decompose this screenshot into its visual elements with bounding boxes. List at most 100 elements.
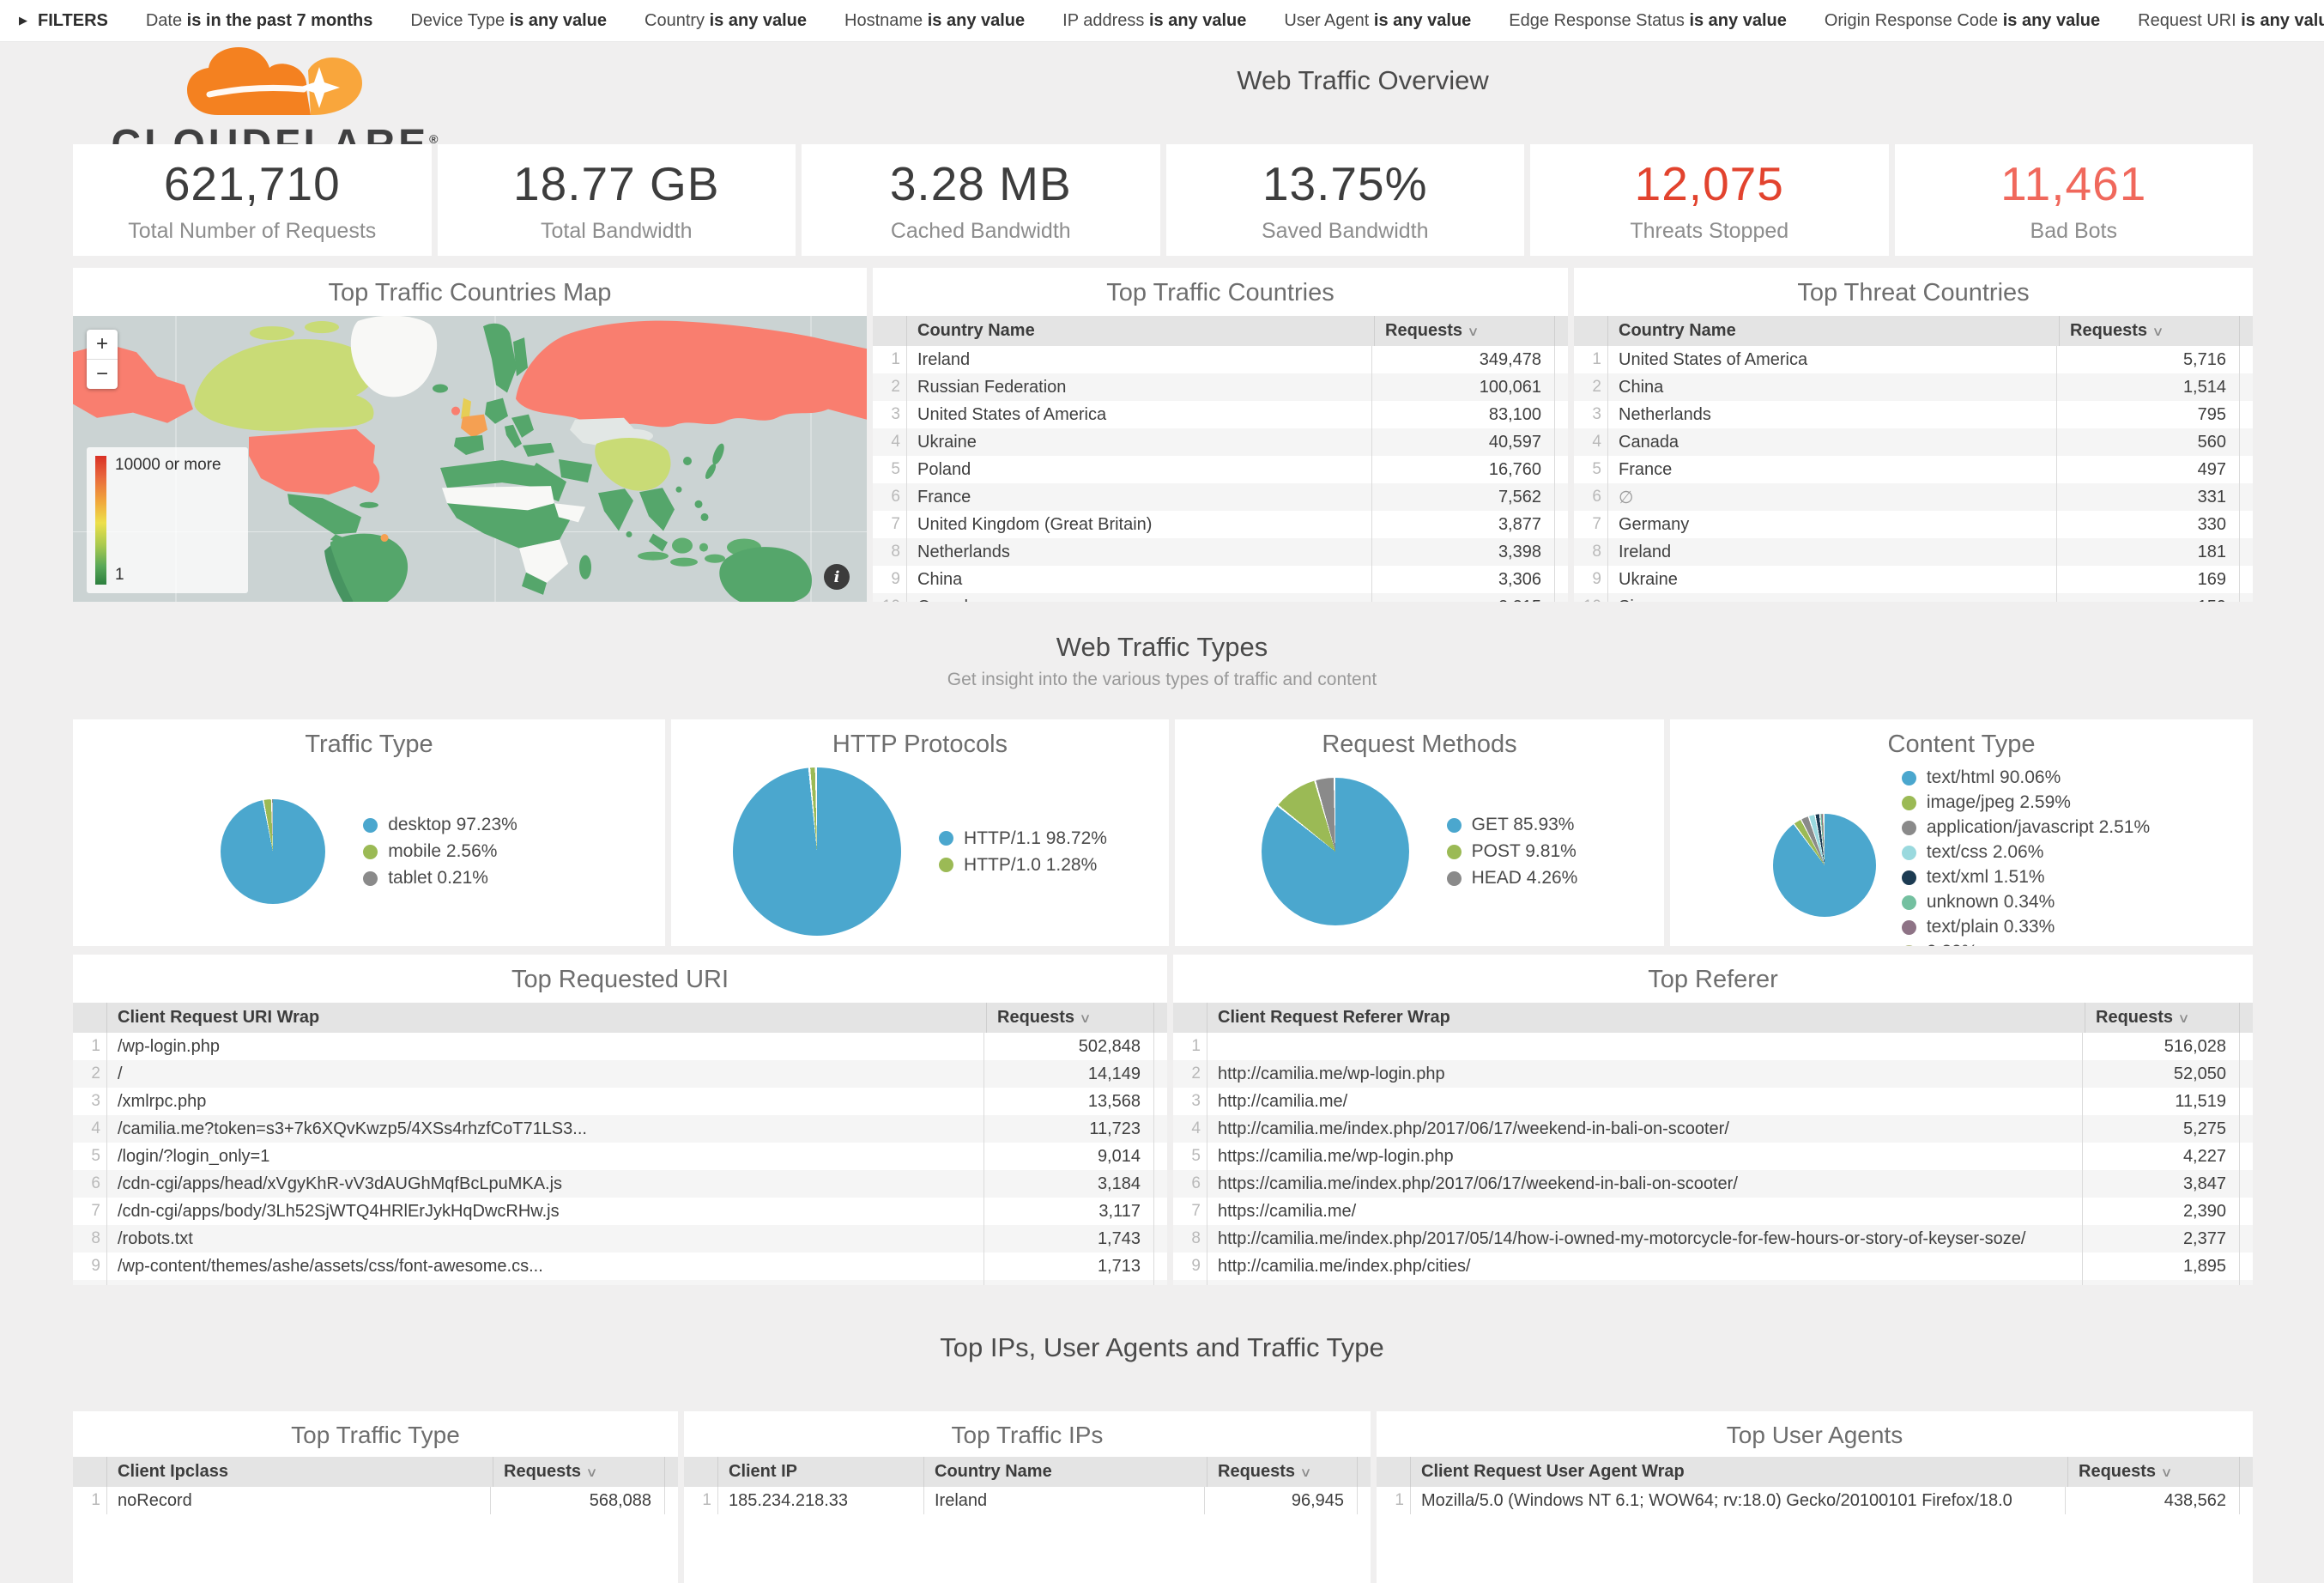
filter-item[interactable]: Device Type is any value xyxy=(410,10,608,30)
table-cell[interactable]: China xyxy=(917,569,963,589)
legend-item[interactable]: mobile 2.56% xyxy=(363,841,517,862)
table-cell[interactable]: /wp-login.php xyxy=(118,1036,220,1056)
table-cell[interactable]: http://camilia.me/ xyxy=(1218,1091,1348,1111)
table-cell[interactable]: 2,390 xyxy=(2082,1198,2239,1225)
map-zoom-in-button[interactable]: + xyxy=(87,330,118,360)
table-cell[interactable]: /robots.txt xyxy=(118,1228,193,1248)
table-cell[interactable]: 185.234.218.33 xyxy=(729,1490,849,1510)
table-cell[interactable]: /camilia.me?token=s3+7k6XQvKwzp5/4XSs4rh… xyxy=(118,1119,587,1138)
table-cell[interactable]: 4,227 xyxy=(2082,1143,2239,1170)
table-cell[interactable]: United States of America xyxy=(917,404,1107,424)
table-cell[interactable]: United States of America xyxy=(1619,349,1808,369)
table-row[interactable]: 5/login/?login_only=1 9,014 xyxy=(73,1143,1167,1170)
table-cell[interactable]: Netherlands xyxy=(1619,404,1711,424)
table-cell[interactable]: 568,088 xyxy=(490,1487,664,1514)
column-header[interactable]: Client Ipclass xyxy=(118,1462,228,1481)
table-cell[interactable]: 2,215 xyxy=(1371,593,1554,602)
column-header[interactable]: Client Request URI Wrap xyxy=(118,1008,320,1027)
column-header[interactable]: Country Name xyxy=(917,321,1035,340)
table-cell[interactable]: 40,597 xyxy=(1371,428,1554,456)
table-cell[interactable]: ∅ xyxy=(1619,488,1634,507)
table-row[interactable]: 1 Mozilla/5.0 (Windows NT 6.1; WOW64; rv:… xyxy=(1377,1487,2253,1514)
table-cell[interactable]: Ireland xyxy=(923,1487,1204,1514)
legend-item[interactable]: HTTP/1.0 1.28% xyxy=(939,855,1107,876)
table-row[interactable]: 9 Ukraine 169 xyxy=(1574,566,2253,593)
table-cell[interactable]: https://camilia.me/ xyxy=(1218,1201,1357,1221)
legend-item[interactable]: 0.20% xyxy=(1901,942,2150,946)
legend-item[interactable]: unknown 0.34% xyxy=(1901,892,2150,913)
table-cell[interactable]: United Kingdom (Great Britain) xyxy=(917,514,1153,534)
table-cell[interactable]: 349,478 xyxy=(1371,346,1554,373)
filter-item[interactable]: User Agent is any value xyxy=(1284,10,1472,30)
legend-item[interactable]: desktop 97.23% xyxy=(363,815,517,835)
legend-item[interactable]: text/xml 1.51% xyxy=(1901,867,2150,888)
request-methods-pie-chart[interactable] xyxy=(1261,778,1409,925)
table-cell[interactable]: 11,519 xyxy=(2082,1088,2239,1115)
table-row[interactable]: 2 Russian Federation 100,061 xyxy=(873,373,1568,401)
table-cell[interactable]: / xyxy=(118,1064,123,1083)
table-row[interactable]: 8 Netherlands 3,398 xyxy=(873,538,1568,566)
table-cell[interactable]: 1,514 xyxy=(2056,373,2239,401)
table-row[interactable]: 10Singapore159 xyxy=(1574,593,2253,602)
table-cell[interactable]: /cdn-cgi/apps/head/xVgyKhR-vV3dAUGhMqfBc… xyxy=(118,1174,563,1193)
table-row[interactable]: 3 Netherlands 795 xyxy=(1574,401,2253,428)
filter-item[interactable]: Hostname is any value xyxy=(844,10,1026,30)
table-cell[interactable]: 560 xyxy=(2056,428,2239,456)
column-header[interactable]: Client Request Referer Wrap xyxy=(1218,1008,1450,1027)
table-cell[interactable]: 516,028 xyxy=(2082,1033,2239,1060)
table-cell[interactable]: /login/?login_only=1 xyxy=(118,1146,270,1166)
table-cell[interactable]: Germany xyxy=(1619,514,1690,534)
column-header[interactable]: Requests ∨ xyxy=(1374,316,1554,346)
table-row[interactable]: 2 http://camilia.me/wp-login.php 52,050 xyxy=(1173,1060,2253,1088)
table-row[interactable]: 6 ∅ 331 xyxy=(1574,483,2253,511)
table-cell[interactable]: http://camilia.me/index.php/cities/ xyxy=(1218,1256,1471,1276)
table-cell[interactable]: 1,472 xyxy=(2082,1280,2239,1285)
table-cell[interactable]: http://camilia.me/index.php/2017/06/17/w… xyxy=(1218,1119,1729,1138)
table-cell[interactable]: 795 xyxy=(2056,401,2239,428)
table-row[interactable]: 6 France 7,562 xyxy=(873,483,1568,511)
table-cell[interactable]: 331 xyxy=(2056,483,2239,511)
table-cell[interactable]: 11,723 xyxy=(983,1115,1153,1143)
table-cell[interactable]: China xyxy=(1619,377,1664,397)
table-row[interactable]: 7 Germany 330 xyxy=(1574,511,2253,538)
legend-item[interactable]: GET 85.93% xyxy=(1446,815,1578,835)
table-cell[interactable]: /wp-content/themes/ashe/... xyxy=(107,1280,983,1286)
table-row[interactable]: 4 http://camilia.me/index.php/2017/06/17/… xyxy=(1173,1115,2253,1143)
table-cell[interactable]: http://camilia.me/wp-login.php xyxy=(1218,1064,1445,1083)
table-cell[interactable]: 83,100 xyxy=(1371,401,1554,428)
column-header[interactable]: Requests ∨ xyxy=(2067,1457,2239,1487)
table-row[interactable]: 7/cdn-cgi/apps/body/3Lh52SjWTQ4HRlErJykH… xyxy=(73,1198,1167,1225)
column-header[interactable]: Client IP xyxy=(729,1462,798,1481)
table-cell[interactable]: 1,895 xyxy=(2082,1252,2239,1280)
table-cell[interactable]: http://camilia.me/index.php/2017/05/14/h… xyxy=(1218,1228,2026,1248)
table-cell[interactable]: Netherlands xyxy=(917,542,1010,561)
table-row[interactable]: 8 Ireland 181 xyxy=(1574,538,2253,566)
http-protocols-pie-chart[interactable] xyxy=(733,767,902,936)
legend-item[interactable]: application/javascript 2.51% xyxy=(1901,817,2150,838)
column-header[interactable]: Country Name xyxy=(923,1457,1207,1487)
table-cell[interactable]: Russian Federation xyxy=(917,377,1067,397)
table-cell[interactable]: 7,562 xyxy=(1371,483,1554,511)
table-row[interactable]: 4 Canada 560 xyxy=(1574,428,2253,456)
table-cell[interactable]: France xyxy=(1619,459,1673,479)
table-cell[interactable]: 3,117 xyxy=(983,1198,1153,1225)
table-row[interactable]: 8 http://camilia.me/index.php/2017/05/14/… xyxy=(1173,1225,2253,1252)
table-cell[interactable]: /xmlrpc.php xyxy=(118,1091,207,1111)
table-cell[interactable]: https://camilia.me/wp-login.php xyxy=(1218,1146,1454,1166)
table-row[interactable]: 4/camilia.me?token=s3+7k6XQvKwzp5/4XSs4r… xyxy=(73,1115,1167,1143)
legend-item[interactable]: text/css 2.06% xyxy=(1901,842,2150,863)
table-cell[interactable]: noRecord xyxy=(118,1490,192,1510)
table-cell[interactable]: 2,377 xyxy=(2082,1225,2239,1252)
table-cell[interactable]: Ukraine xyxy=(917,432,977,452)
table-cell[interactable]: 16,760 xyxy=(1371,456,1554,483)
table-cell[interactable]: Canada xyxy=(1619,432,1679,452)
table-row[interactable]: 3 http://camilia.me/11,519 xyxy=(1173,1088,2253,1115)
column-header[interactable]: Requests ∨ xyxy=(2059,316,2239,346)
table-row[interactable]: 7 https://camilia.me/2,390 xyxy=(1173,1198,2253,1225)
table-cell[interactable]: Ireland xyxy=(1619,542,1672,561)
table-cell[interactable]: 497 xyxy=(2056,456,2239,483)
table-row[interactable]: 5 https://camilia.me/wp-login.php 4,227 xyxy=(1173,1143,2253,1170)
table-row[interactable]: 2 / 14,149 xyxy=(73,1060,1167,1088)
column-header[interactable]: Country Name xyxy=(1619,321,1736,340)
table-row[interactable]: 10Canada2,215 xyxy=(873,593,1568,602)
